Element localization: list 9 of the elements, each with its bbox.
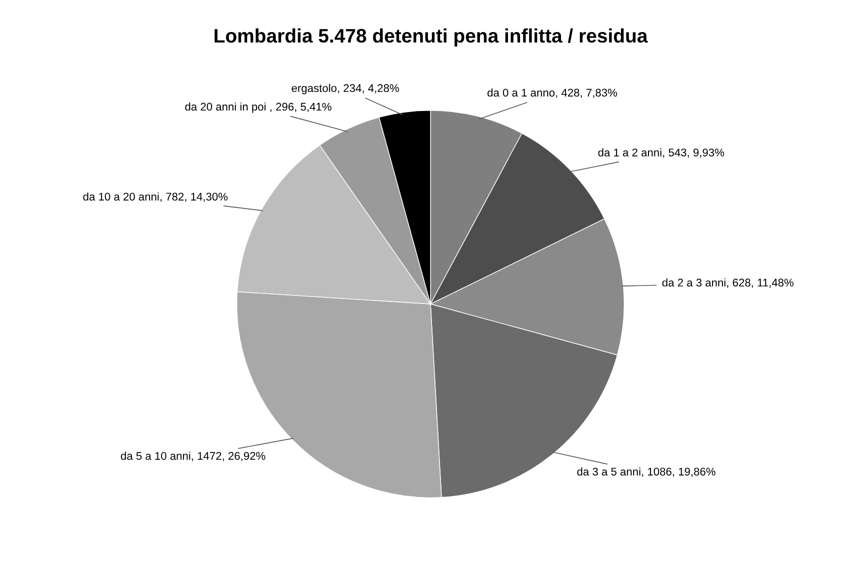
slice-label: da 20 anni in poi , 296, 5,41% — [185, 102, 332, 113]
slice-label: da 3 a 5 anni, 1086, 19,86% — [577, 467, 716, 477]
slice-label: da 5 a 10 anni, 1472, 26,92% — [120, 452, 266, 462]
slice-label: ergastolo, 234, 4,28% — [292, 84, 399, 94]
slice-label: da 1 a 2 anni, 543, 9,93% — [598, 148, 724, 158]
chart-title: Lombardia 5.478 detenuti pena inflitta / residua — [214, 28, 648, 47]
slice-label: da 10 a 20 anni, 782, 14,30% — [83, 192, 228, 202]
slice-label: da 2 a 3 anni, 628, 11,48% — [662, 278, 794, 288]
slice-label: da 0 a 1 anno, 428, 7,83% — [488, 88, 618, 98]
